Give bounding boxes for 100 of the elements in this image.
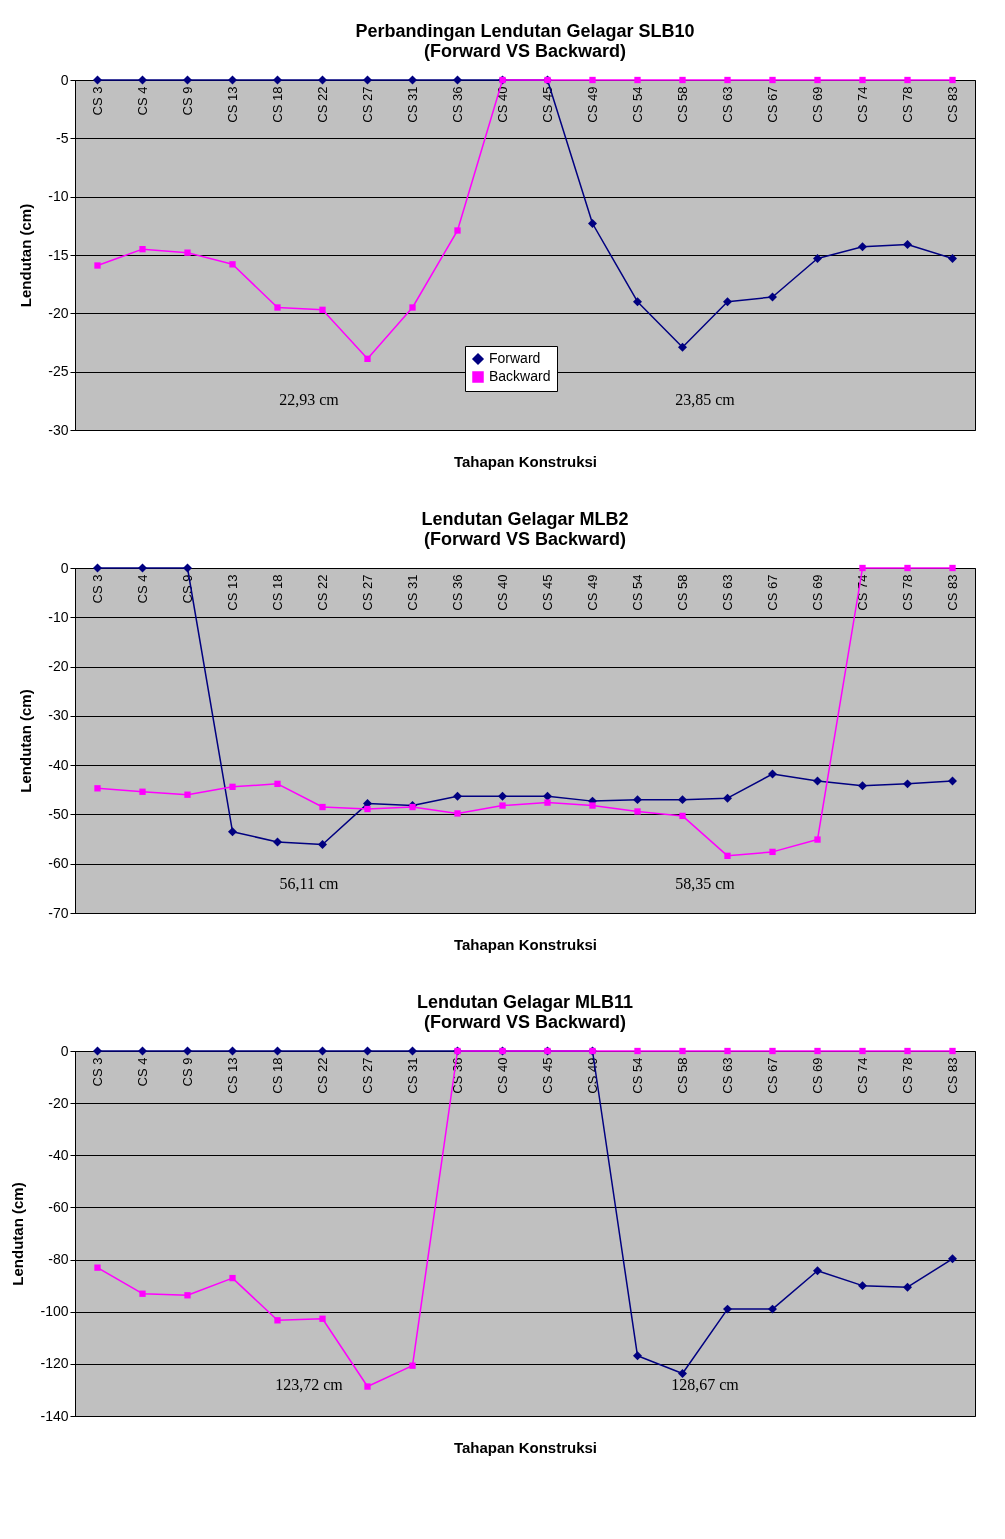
x-tick-label: CS 83 [945, 1057, 960, 1094]
point [633, 795, 642, 805]
point [633, 1351, 642, 1361]
x-tick-label: CS 67 [765, 574, 780, 611]
point [453, 791, 462, 801]
x-tick-label: CS 36 [450, 574, 465, 611]
x-tick-label: CS 22 [315, 1057, 330, 1094]
x-tick-label: CS 78 [900, 86, 915, 123]
point [948, 1254, 957, 1264]
annotation: 56,11 cm [279, 874, 340, 892]
point [679, 812, 686, 820]
point [633, 297, 642, 307]
x-tick-label: CS 74 [855, 574, 870, 611]
point [184, 249, 191, 256]
point [949, 564, 956, 572]
y-tick-label: -30 [48, 421, 69, 438]
annotation: 123,72 cm [275, 1375, 344, 1393]
point [769, 1047, 776, 1055]
point [139, 1290, 146, 1297]
x-tick-label: CS 31 [405, 86, 420, 123]
x-tick-label: CS 40 [495, 86, 510, 123]
point [184, 1292, 191, 1299]
x-tick-label: CS 54 [630, 1057, 645, 1094]
chart-title: Lendutan Gelagar MLB2 (Forward VS Backward) [421, 509, 629, 549]
x-tick-label: CS 40 [495, 574, 510, 611]
point [274, 780, 281, 788]
point [813, 776, 822, 786]
x-tick-label: CS 27 [360, 574, 375, 611]
point [229, 783, 236, 790]
x-tick-label: CS 78 [900, 574, 915, 611]
point [724, 852, 731, 859]
x-tick-label: CS 9 [180, 86, 195, 116]
y-tick-label: -5 [56, 129, 69, 146]
point [724, 1047, 731, 1055]
point [454, 227, 461, 234]
point [274, 1317, 281, 1324]
x-tick-label: CS 58 [675, 1057, 690, 1094]
point [498, 791, 507, 801]
point [454, 810, 461, 817]
y-tick-label: -70 [48, 904, 69, 921]
x-tick-label: CS 45 [540, 1057, 555, 1094]
y-tick-label: 0 [60, 559, 69, 576]
point [229, 1274, 236, 1282]
y-tick-label: -120 [40, 1355, 69, 1372]
point [94, 1264, 101, 1271]
point [814, 76, 821, 84]
x-tick-label: CS 69 [810, 574, 825, 611]
point [319, 1315, 326, 1322]
x-tick-label: CS 58 [675, 574, 690, 611]
point [319, 803, 326, 811]
x-tick-label: CS 22 [315, 574, 330, 611]
point [948, 776, 957, 786]
point [769, 848, 776, 856]
x-tick-label: CS 69 [810, 1057, 825, 1094]
point [768, 1304, 777, 1314]
x-tick-label: CS 4 [135, 574, 150, 604]
x-tick-label: CS 74 [855, 86, 870, 123]
point [723, 297, 732, 307]
point [904, 564, 911, 572]
point [634, 808, 641, 815]
y-tick-label: -80 [48, 1251, 69, 1268]
point [589, 802, 596, 809]
point [679, 1047, 686, 1055]
point [903, 240, 912, 249]
y-tick-label: -140 [40, 1407, 69, 1424]
x-tick-label: CS 36 [450, 86, 465, 123]
point [139, 788, 146, 795]
x-tick-label: CS 45 [540, 574, 555, 611]
x-tick-label: CS 83 [945, 86, 960, 123]
point [723, 793, 732, 803]
x-tick-label: CS 63 [720, 1057, 735, 1094]
point [543, 791, 552, 801]
point [634, 76, 641, 84]
y-tick-label: -60 [48, 855, 69, 872]
x-tick-label: CS 67 [765, 86, 780, 123]
point [409, 304, 416, 311]
point [859, 76, 866, 84]
x-axis-title: Tahapan Konstruksi [453, 935, 598, 953]
y-tick-label: 0 [60, 1042, 69, 1059]
x-tick-label: CS 74 [855, 1057, 870, 1094]
y-tick-label: -100 [40, 1303, 69, 1320]
point [678, 1369, 687, 1378]
point [904, 1047, 911, 1055]
x-tick-label: CS 63 [720, 574, 735, 611]
chart-title: Perbandingan Lendutan Gelagar SLB10 (Forward VS Backward) [355, 21, 695, 61]
point [858, 781, 867, 791]
point [858, 1281, 867, 1291]
point [678, 795, 687, 805]
x-tick-label: CS 22 [315, 86, 330, 123]
x-tick-label: CS 27 [360, 86, 375, 123]
x-tick-label: CS 63 [720, 86, 735, 123]
x-tick-label: CS 67 [765, 1057, 780, 1094]
legend-label: Backward [489, 368, 551, 384]
point [229, 261, 236, 268]
point [814, 836, 821, 843]
y-tick-label: -15 [48, 246, 69, 263]
y-tick-label: -20 [48, 658, 69, 675]
y-tick-label: 0 [60, 71, 69, 88]
y-axis-title: Lendutan (cm) [9, 1182, 27, 1286]
x-tick-label: CS 40 [495, 1057, 510, 1094]
